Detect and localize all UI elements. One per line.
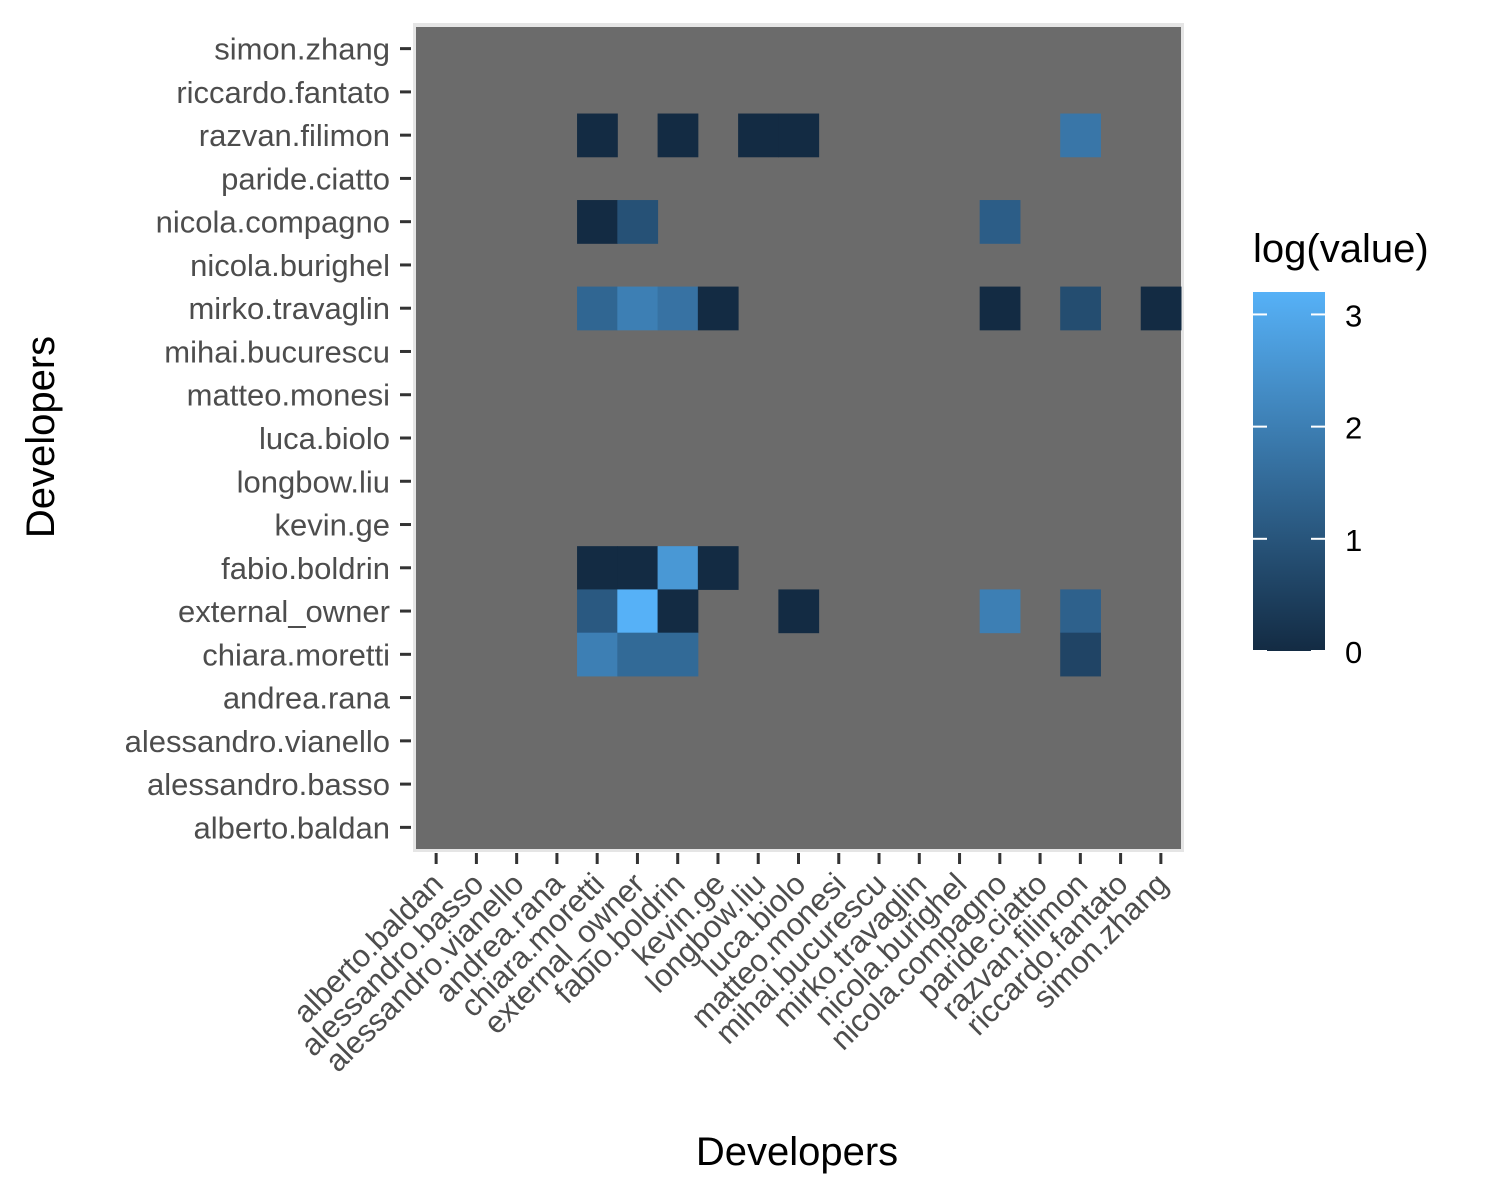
heatmap-cell — [617, 200, 659, 244]
heatmap-cell — [1140, 286, 1182, 331]
heatmap-cell — [617, 632, 659, 677]
y-tick-label: andrea.rana — [223, 681, 391, 716]
legend-tick-label: 1 — [1345, 523, 1362, 558]
y-tick-label: alessandro.basso — [147, 767, 390, 802]
color-legend: log(value) 0 1 2 3 — [1253, 227, 1429, 670]
heatmap-cell — [697, 286, 739, 331]
legend-tick-label: 0 — [1345, 635, 1362, 670]
y-tick-label: nicola.compagno — [156, 205, 390, 240]
y-tick-label: paride.ciatto — [221, 161, 390, 196]
heatmap-cell — [657, 632, 699, 677]
y-tick-label: alberto.baldan — [194, 810, 391, 845]
heatmap-cell — [657, 546, 699, 590]
heatmap-cell — [979, 200, 1021, 244]
y-tick-label: simon.zhang — [214, 32, 390, 67]
panel-background — [416, 27, 1181, 849]
heatmap-cell — [657, 286, 699, 331]
y-tick-label: longbow.liu — [237, 464, 390, 499]
heatmap-cell — [617, 286, 659, 331]
legend-tick-label: 3 — [1345, 298, 1362, 333]
heatmap-cell — [1060, 589, 1101, 634]
heatmap-cell — [1060, 286, 1101, 331]
heatmap-cell — [577, 286, 618, 331]
y-tick-label: fabio.boldrin — [221, 551, 390, 586]
heatmap-cell — [979, 286, 1021, 331]
heatmap-cell — [577, 200, 618, 244]
heatmap-cell — [778, 589, 820, 634]
heatmap-cell — [979, 589, 1021, 634]
legend-colorbar — [1253, 292, 1325, 651]
heatmap-cell — [697, 546, 739, 590]
legend-title: log(value) — [1253, 227, 1429, 271]
legend-tick-label: 2 — [1345, 411, 1362, 446]
y-tick-label: luca.biolo — [259, 421, 390, 456]
y-tick-label: mihai.bucurescu — [164, 334, 390, 369]
y-axis-title: Developers — [19, 336, 63, 538]
heatmap-cell — [657, 113, 699, 158]
heatmap-cell — [617, 589, 659, 634]
y-tick-label: chiara.moretti — [202, 637, 390, 672]
y-tick-label: riccardo.fantato — [176, 75, 390, 110]
plot-panel — [413, 23, 1184, 852]
x-axis: alberto.baldanalessandro.bassoalessandro… — [286, 853, 1175, 1079]
x-axis-title: Developers — [696, 1130, 898, 1174]
y-tick-label: alessandro.vianello — [125, 724, 390, 759]
heatmap-cell — [1060, 113, 1101, 158]
y-tick-label: razvan.filimon — [199, 118, 390, 153]
y-tick-label: external_owner — [178, 594, 390, 629]
heatmap-cell — [778, 113, 820, 158]
heatmap-cells — [577, 113, 1182, 677]
heatmap-cell — [577, 589, 618, 634]
heatmap-cell — [577, 632, 618, 677]
heatmap-cell — [577, 546, 618, 590]
y-tick-label: kevin.ge — [275, 508, 390, 543]
y-axis: alberto.baldan alessandro.basso alessandro… — [125, 32, 411, 845]
y-tick-label: mirko.travaglin — [188, 291, 390, 326]
heatmap-cell — [577, 113, 618, 158]
y-tick-label: matteo.monesi — [187, 378, 390, 413]
heatmap-cell — [657, 589, 699, 634]
heatmap-cell — [738, 113, 779, 158]
heatmap-cell — [1060, 632, 1101, 677]
heatmap-cell — [617, 546, 659, 590]
y-tick-label: nicola.burighel — [190, 248, 390, 283]
